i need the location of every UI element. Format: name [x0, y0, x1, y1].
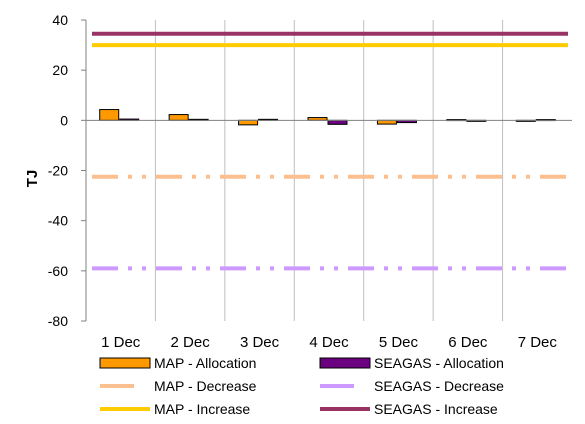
bar-map-allocation	[168, 114, 189, 121]
legend-swatch-map-allocation	[99, 357, 151, 369]
legend-label: MAP - Increase	[154, 401, 250, 417]
y-tick-label: -60	[48, 263, 68, 279]
legend-label: SEAGAS - Allocation	[374, 355, 504, 371]
bar-seagas-allocation	[327, 119, 348, 125]
x-tick-label: 6 Dec	[448, 334, 488, 351]
x-tick-label: 3 Dec	[240, 334, 280, 351]
x-tick-label: 4 Dec	[309, 334, 349, 351]
x-tick-label: 5 Dec	[379, 334, 419, 351]
y-tick-label: 40	[52, 12, 68, 28]
y-tick-label: 0	[60, 112, 68, 128]
y-tick-label: -20	[48, 163, 68, 179]
legend-label: MAP - Allocation	[154, 355, 256, 371]
legend-label: MAP - Decrease	[154, 378, 257, 394]
y-tick-label: 20	[52, 62, 68, 78]
x-tick-label: 7 Dec	[518, 334, 558, 351]
y-tick-label: -80	[48, 313, 68, 329]
y-tick-label: -40	[48, 213, 68, 229]
x-tick-label: 2 Dec	[171, 334, 211, 351]
y-axis-title: TJ	[24, 170, 41, 188]
bar-map-allocation	[99, 109, 120, 121]
x-tick-label: 1 Dec	[101, 334, 141, 351]
legend-label: SEAGAS - Decrease	[374, 378, 504, 394]
bar-map-allocation	[238, 119, 259, 126]
legend-swatch-seagas-allocation	[319, 357, 371, 369]
bar-map-allocation	[376, 119, 397, 125]
legend-label: SEAGAS - Increase	[374, 401, 498, 417]
